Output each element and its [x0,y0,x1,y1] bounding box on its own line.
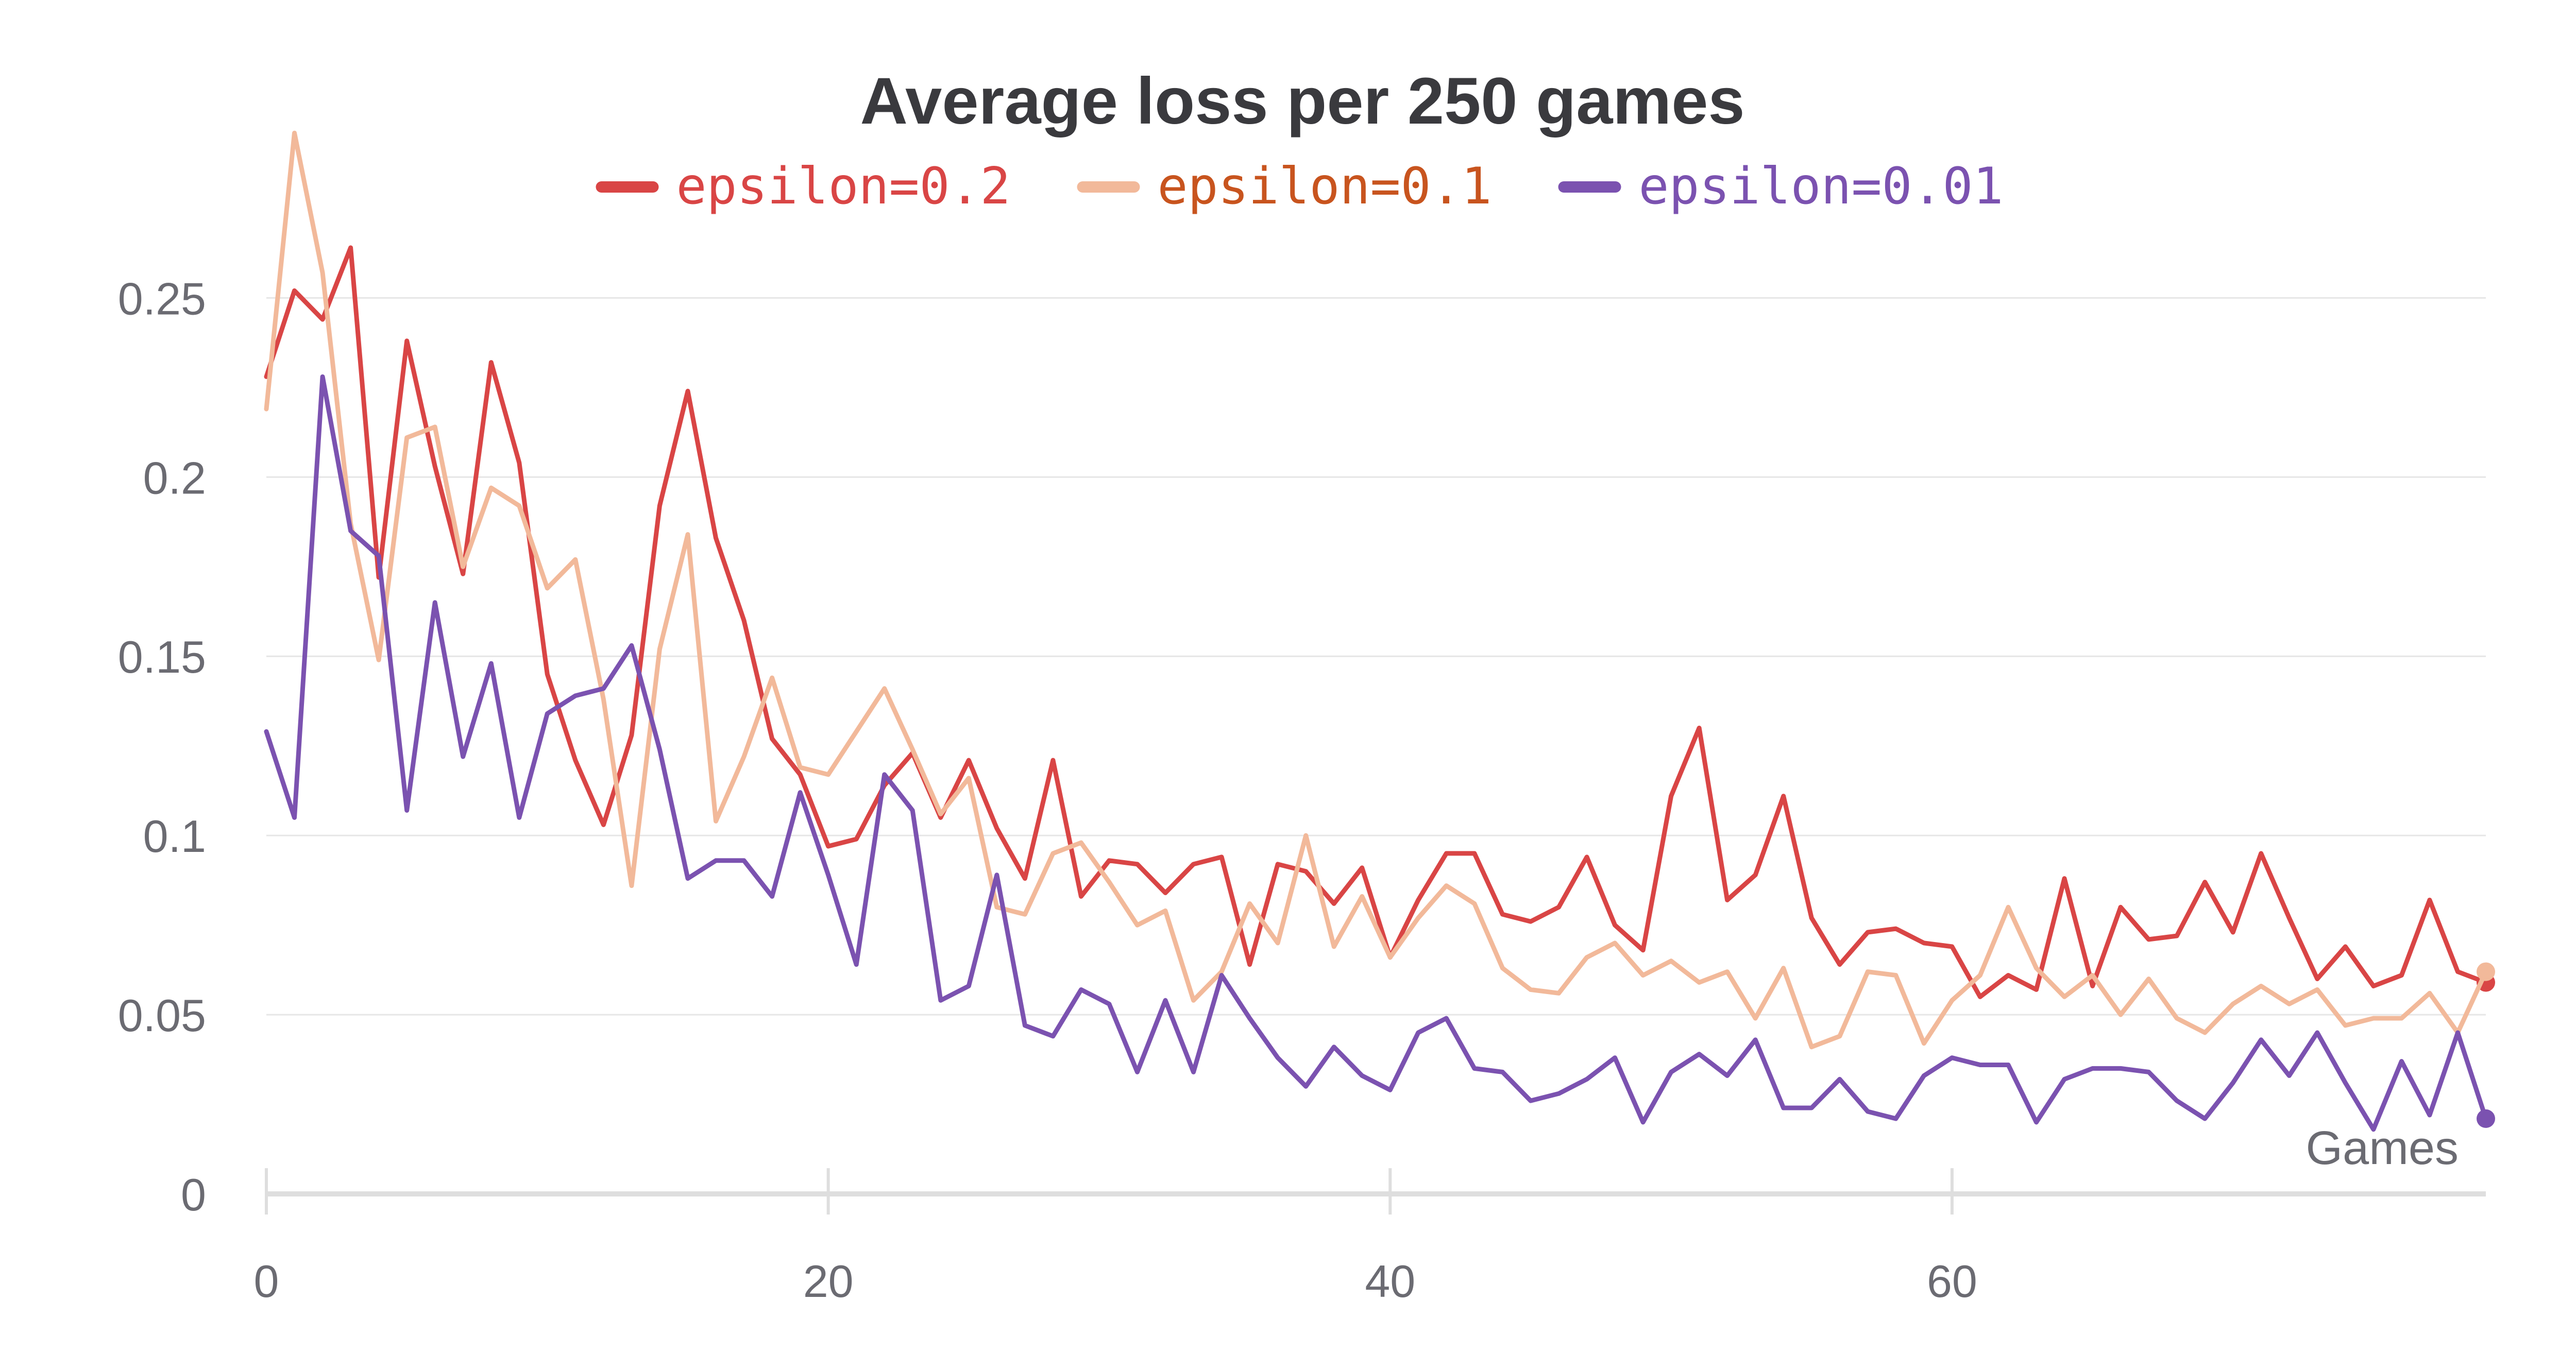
series-line-0 [264,245,2488,999]
legend-label: epsilon=0.1 [1158,157,1492,216]
legend-label: epsilon=0.2 [676,157,1011,216]
legend-item-2[interactable]: epsilon=0.01 [1558,157,2004,216]
y-tick-label: 0.05 [118,990,206,1041]
y-tick-label: 0 [181,1169,206,1220]
x-axis-title: Games [2306,1122,2459,1174]
series-lines [264,130,2495,1132]
series-end-point-2[interactable] [2477,1109,2495,1128]
legend-label: epsilon=0.01 [1639,157,2004,216]
series-line-1 [264,130,2488,1050]
series-end-point-1[interactable] [2477,962,2495,981]
y-tick-label: 0.15 [118,631,206,682]
x-tick-label: 40 [1365,1256,1415,1307]
y-tick-label: 0.25 [118,273,206,324]
x-axis: 0 20 40 60 [254,1168,2486,1307]
series-line-2 [264,374,2488,1132]
legend-item-0[interactable]: epsilon=0.2 [596,157,1011,216]
chart-title: Average loss per 250 games [860,64,1744,138]
legend-item-1[interactable]: epsilon=0.1 [1077,157,1492,216]
legend: epsilon=0.2 epsilon=0.1 epsilon=0.01 [596,157,2004,216]
x-tick-label: 0 [254,1256,279,1307]
y-axis: 0 0.05 0.1 0.15 0.2 0.25 [118,273,206,1220]
x-tick-label: 60 [1927,1256,1977,1307]
y-tick-label: 0.2 [143,452,206,503]
x-tick-label: 20 [803,1256,854,1307]
y-tick-label: 0.1 [143,811,206,862]
